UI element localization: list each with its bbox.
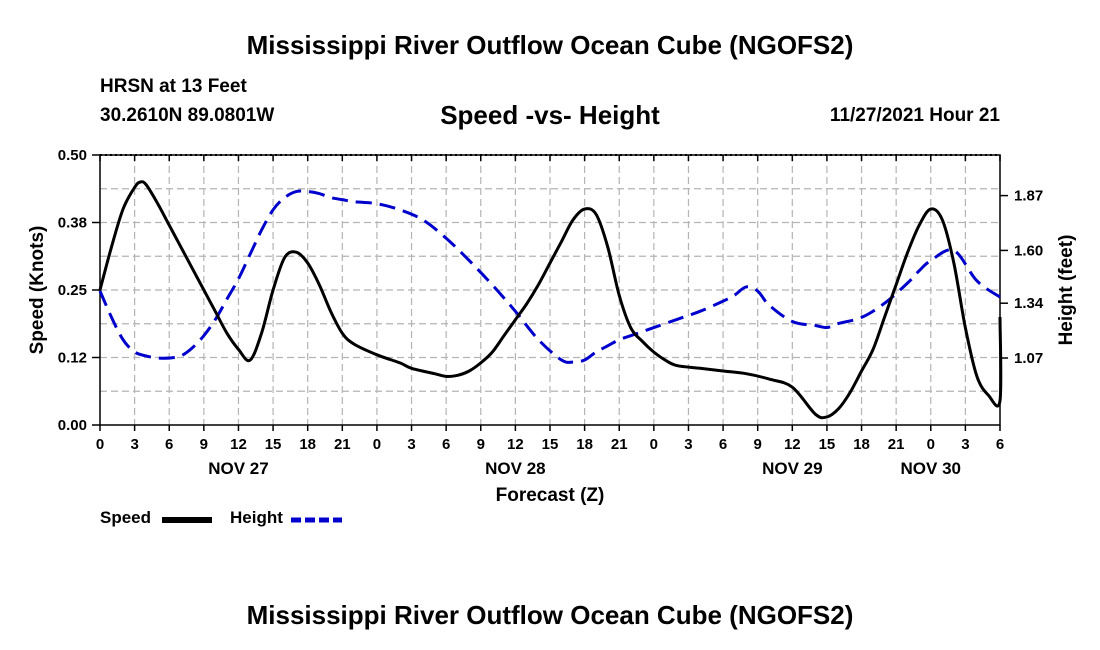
x-tick-label: 6 [719, 436, 727, 453]
y2-tick-label: 1.60 [1014, 242, 1043, 259]
y-axis-label: Speed (Knots) [27, 226, 48, 355]
date-label: NOV 27 [208, 459, 268, 478]
x-tick-label: 3 [407, 436, 415, 453]
speed-series-line [98, 180, 1003, 420]
y2-axis-label: Height (feet) [1056, 235, 1077, 346]
x-tick-label: 12 [507, 436, 524, 453]
y2-tick-label: 1.87 [1014, 188, 1043, 205]
y-tick-label: 0.38 [58, 215, 87, 232]
y-tick-label: 0.25 [58, 282, 87, 299]
bottom-title: Mississippi River Outflow Ocean Cube (NG… [246, 600, 854, 630]
x-tick-label: 18 [853, 436, 870, 453]
x-tick-label: 3 [961, 436, 969, 453]
x-tick-label: 9 [754, 436, 762, 453]
x-tick-label: 6 [996, 436, 1004, 453]
chart-subtitle: Speed -vs- Height [440, 100, 660, 130]
y2-tick-label: 1.34 [1014, 295, 1044, 312]
station-coordinates: 30.2610N 89.0801W [100, 105, 275, 126]
height-series-line [98, 189, 1001, 364]
x-tick-label: 0 [96, 436, 104, 453]
date-label: NOV 30 [901, 459, 961, 478]
x-tick-label: 21 [888, 436, 905, 453]
x-tick-label: 15 [542, 436, 559, 453]
x-tick-label: 3 [130, 436, 138, 453]
x-tick-label: 0 [373, 436, 381, 453]
x-tick-label: 15 [819, 436, 836, 453]
x-tick-label: 15 [265, 436, 282, 453]
date-label: NOV 28 [485, 459, 545, 478]
x-tick-label: 3 [684, 436, 692, 453]
x-tick-label: 0 [927, 436, 935, 453]
legend-height-label: Height [230, 508, 283, 527]
main-title: Mississippi River Outflow Ocean Cube (NG… [246, 30, 854, 60]
x-tick-label: 21 [334, 436, 351, 453]
x-tick-label: 6 [165, 436, 173, 453]
y-tick-label: 0.50 [58, 147, 87, 164]
legend-speed-label: Speed [100, 508, 152, 527]
x-tick-label: 12 [230, 436, 247, 453]
x-tick-label: 12 [784, 436, 801, 453]
date-label: NOV 29 [762, 459, 822, 478]
x-tick-label: 9 [477, 436, 485, 453]
x-tick-label: 18 [576, 436, 593, 453]
x-tick-label: 21 [611, 436, 628, 453]
x-tick-label: 0 [650, 436, 658, 453]
x-axis-label: Forecast (Z) [496, 485, 605, 506]
y-tick-label: 0.00 [58, 417, 87, 434]
station-label: HRSN at 13 Feet [100, 76, 247, 97]
forecast-timestamp: 11/27/2021 Hour 21 [829, 105, 1000, 126]
y-tick-label: 0.12 [58, 350, 87, 367]
y2-tick-label: 1.07 [1014, 350, 1043, 367]
x-tick-label: 9 [200, 436, 208, 453]
x-tick-label: 6 [442, 436, 450, 453]
x-tick-label: 18 [299, 436, 316, 453]
